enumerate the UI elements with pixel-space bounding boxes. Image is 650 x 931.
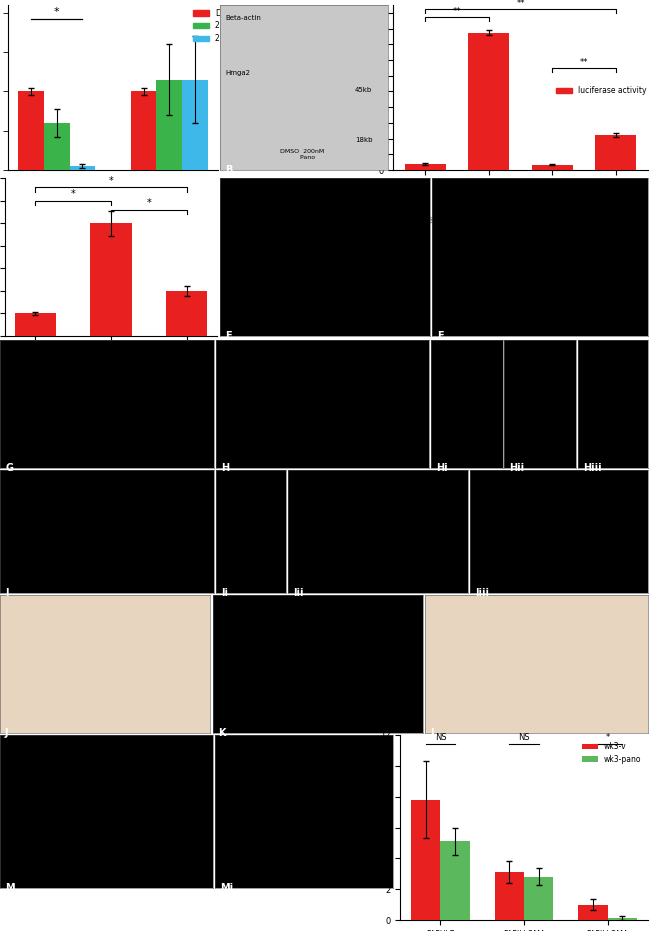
Text: Hii: Hii <box>509 463 524 473</box>
Bar <box>578 905 608 920</box>
Bar <box>468 33 510 170</box>
Text: M: M <box>5 883 14 893</box>
Legend: DMSO, 20nM pano, 200nM pano: DMSO, 20nM pano, 200nM pano <box>190 6 265 47</box>
Text: *: * <box>71 189 75 199</box>
Bar <box>90 223 132 336</box>
Bar <box>157 80 183 170</box>
Bar <box>183 80 209 170</box>
Text: Hmga2: Hmga2 <box>225 70 250 76</box>
Text: B: B <box>225 165 233 175</box>
Text: K: K <box>218 728 226 738</box>
Text: F: F <box>437 331 443 341</box>
Bar <box>166 290 207 336</box>
Text: NS: NS <box>435 733 447 742</box>
Text: J: J <box>5 728 8 738</box>
Legend: wk3-v, wk3-pano: wk3-v, wk3-pano <box>579 739 644 767</box>
Bar <box>70 166 96 170</box>
Text: 45kb: 45kb <box>355 87 372 93</box>
Text: **: ** <box>453 7 461 16</box>
Text: 18kb: 18kb <box>355 137 372 143</box>
Text: H: H <box>221 463 229 473</box>
Bar <box>524 877 553 920</box>
Text: Iii: Iii <box>293 588 304 598</box>
Text: **: ** <box>516 0 525 8</box>
Bar <box>404 164 446 170</box>
Text: I: I <box>5 588 8 598</box>
Legend: luciferase activity: luciferase activity <box>553 83 649 98</box>
Bar <box>131 91 157 170</box>
Bar <box>18 91 44 170</box>
Bar <box>15 314 56 336</box>
Text: Hiii: Hiii <box>583 463 602 473</box>
Bar <box>441 842 470 920</box>
Text: G: G <box>5 463 13 473</box>
Text: C: C <box>358 239 367 252</box>
Bar <box>608 918 637 920</box>
Bar <box>411 800 441 920</box>
Text: Iiii: Iiii <box>475 588 489 598</box>
Text: Ii: Ii <box>221 588 228 598</box>
Bar <box>495 872 524 920</box>
Bar <box>595 135 636 170</box>
Text: L: L <box>430 728 436 738</box>
Bar <box>532 165 573 170</box>
Text: NS: NS <box>518 733 530 742</box>
Y-axis label: Relative RLU: Relative RLU <box>358 59 367 116</box>
Text: *: * <box>605 733 610 742</box>
Text: *: * <box>54 7 59 17</box>
Text: DMSO  200nM
          Pano: DMSO 200nM Pano <box>280 149 324 160</box>
Text: Beta-actin: Beta-actin <box>225 15 261 21</box>
Text: *: * <box>146 198 151 209</box>
Bar <box>44 123 70 170</box>
Text: **: ** <box>580 58 588 67</box>
Text: Mi: Mi <box>220 883 233 893</box>
Y-axis label: Number of tumor: Number of tumor <box>365 789 374 867</box>
Text: E: E <box>225 331 231 341</box>
Text: Hi: Hi <box>436 463 448 473</box>
Text: *: * <box>109 176 113 186</box>
